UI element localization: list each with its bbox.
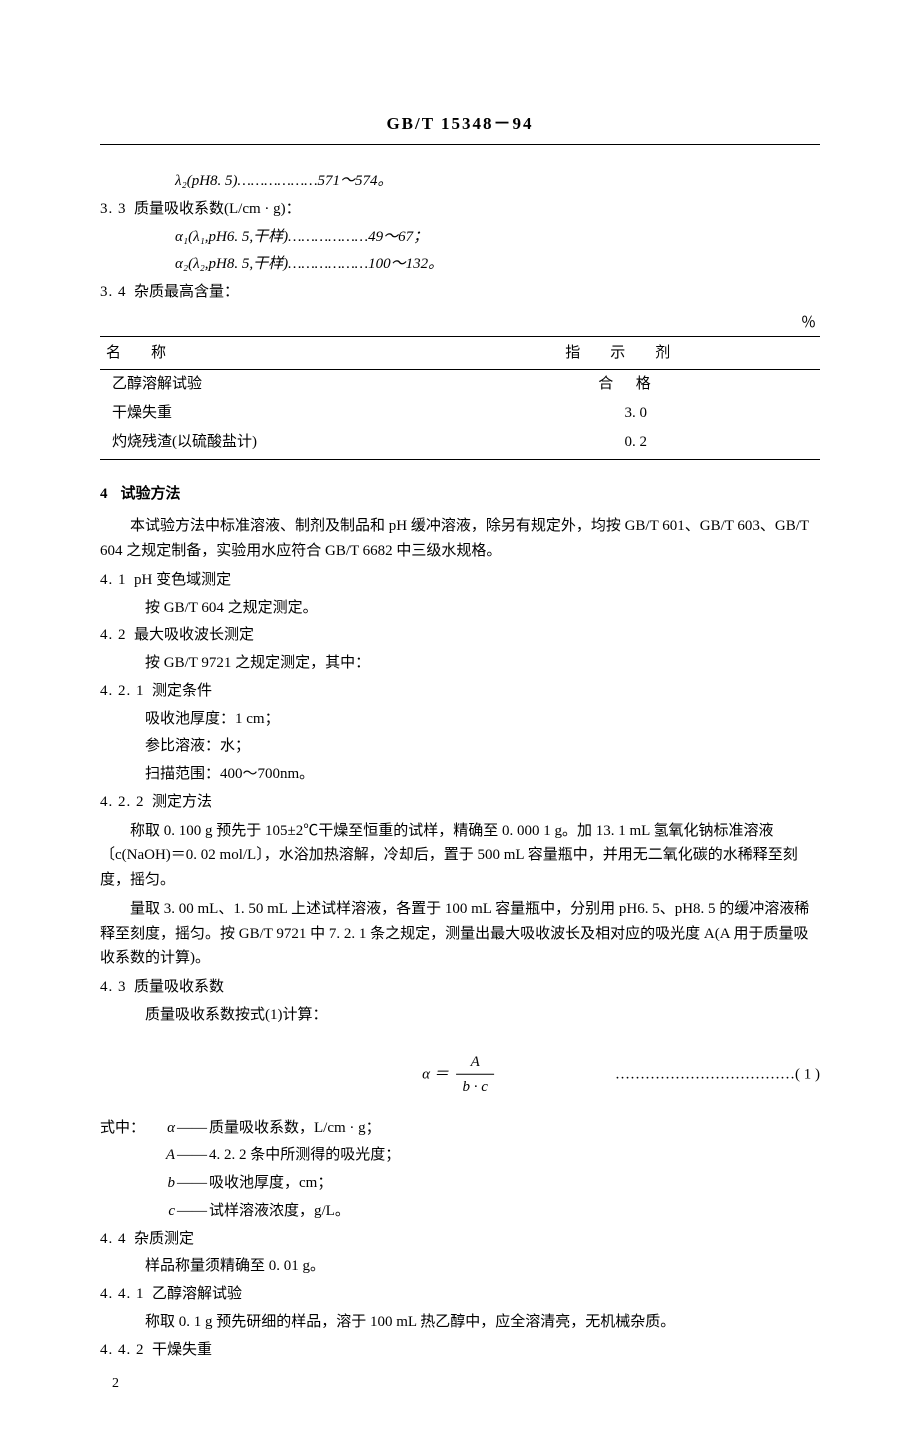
document-page: GB/T 15348－94 λ₂(pH8. 5)………………571～574。 3… (0, 0, 920, 1455)
sec-4-4-num: 4. 4 (100, 1231, 127, 1247)
equation-1: α ＝ A b · c ………………………………( 1 ) (100, 1052, 820, 1098)
where-A: A——4. 2. 2 条中所测得的吸光度； (100, 1143, 820, 1168)
sec-4-4-title: 杂质测定 (134, 1231, 194, 1247)
sec-4-4-2-num: 4. 4. 2 (100, 1342, 145, 1358)
sec-4-2-2-num: 4. 2. 2 (100, 794, 145, 810)
dash-icon: —— (177, 1147, 207, 1163)
sec-4-2-1-num: 4. 2. 1 (100, 683, 145, 699)
where-alpha: 式中：α——质量吸收系数，L/cm · g； (100, 1116, 820, 1141)
cond-cell-thickness: 吸收池厚度：1 cm； (100, 707, 820, 732)
table-row: 干燥失重 3. 0 (100, 399, 820, 428)
sec-3-4-title: 杂质最高含量： (134, 284, 239, 300)
section-4-2-1: 4. 2. 1 测定条件 (100, 679, 820, 704)
sec-3-4-num: 3. 4 (100, 284, 127, 300)
section-4-2-2: 4. 2. 2 测定方法 (100, 790, 820, 815)
sec-4-2-2-p2: 量取 3. 00 mL、1. 50 mL 上述试样溶液，各置于 100 mL 容… (100, 897, 820, 971)
cell-value: 0. 2 (446, 428, 820, 459)
table-unit: ％ (100, 311, 820, 336)
where-text: 质量吸收系数，L/cm · g； (209, 1120, 381, 1136)
sec-4-4-1-num: 4. 4. 1 (100, 1286, 145, 1302)
where-text: 吸收池厚度，cm； (209, 1175, 332, 1191)
sec-4-2-body: 按 GB/T 9721 之规定测定，其中： (100, 651, 820, 676)
table-header-value: 指示剂 (446, 336, 820, 370)
sec-4-title: 试验方法 (121, 486, 181, 502)
where-sym: b (145, 1171, 175, 1196)
sec-4-3-body: 质量吸收系数按式(1)计算： (100, 1003, 820, 1028)
sec-4-2-title: 最大吸收波长测定 (134, 627, 254, 643)
where-sym: c (145, 1199, 175, 1224)
sec-4-num: 4 (100, 486, 109, 502)
alpha1-line: α₁(λ₁,pH6. 5,干样)………………49～67； (100, 225, 820, 250)
sec-4-2-num: 4. 2 (100, 627, 127, 643)
impurity-table: 名称 指示剂 乙醇溶解试验 合格 干燥失重 3. 0 灼烧残渣(以硫酸盐计) 0… (100, 336, 820, 460)
table-header-name: 名称 (100, 336, 446, 370)
eq-equals: ＝ (434, 1066, 449, 1082)
section-4-1: 4. 1 pH 变色域测定 (100, 568, 820, 593)
where-text: 4. 2. 2 条中所测得的吸光度； (209, 1147, 400, 1163)
equation-expression: α ＝ A b · c (422, 1049, 498, 1100)
dash-icon: —— (177, 1120, 207, 1136)
sec-3-3-num: 3. 3 (100, 201, 127, 217)
cond-reference: 参比溶液：水； (100, 734, 820, 759)
sec-4-1-body: 按 GB/T 604 之规定测定。 (100, 596, 820, 621)
sec-4-2-2-p1: 称取 0. 100 g 预先于 105±2℃干燥至恒重的试样，精确至 0. 00… (100, 819, 820, 893)
impurity-table-body: 乙醇溶解试验 合格 干燥失重 3. 0 灼烧残渣(以硫酸盐计) 0. 2 (100, 370, 820, 459)
where-c: c——试样溶液浓度，g/L。 (100, 1199, 820, 1224)
sec-4-4-body: 样品称量须精确至 0. 01 g。 (100, 1254, 820, 1279)
table-row: 乙醇溶解试验 合格 (100, 370, 820, 399)
where-sym: α (145, 1116, 175, 1141)
standard-code-header: GB/T 15348－94 (100, 110, 820, 145)
cell-name: 灼烧残渣(以硫酸盐计) (100, 428, 446, 459)
where-sym: A (145, 1143, 175, 1168)
section-4-header: 4 试验方法 (100, 482, 820, 507)
sec-4-2-2-title: 测定方法 (152, 794, 212, 810)
sec-4-3-title: 质量吸收系数 (134, 979, 224, 995)
eq-fraction: A b · c (456, 1049, 493, 1100)
sec-4-4-2-title: 干燥失重 (152, 1342, 212, 1358)
sec-4-intro: 本试验方法中标准溶液、制剂及制品和 pH 缓冲溶液，除另有规定外，均按 GB/T… (100, 514, 820, 564)
where-text: 试样溶液浓度，g/L。 (209, 1203, 350, 1219)
eq-numerator: A (456, 1049, 493, 1075)
alpha2-line: α₂(λ₂,pH8. 5,干样)………………100～132。 (100, 252, 820, 277)
cond-scan-range: 扫描范围：400～700nm。 (100, 762, 820, 787)
where-b: b——吸收池厚度，cm； (100, 1171, 820, 1196)
dash-icon: —— (177, 1175, 207, 1191)
sec-4-1-title: pH 变色域测定 (134, 572, 231, 588)
eq-dots: ……………………………… (615, 1066, 795, 1082)
cell-value: 合格 (446, 370, 820, 399)
section-3-4: 3. 4 杂质最高含量： (100, 280, 820, 305)
table-row: 灼烧残渣(以硫酸盐计) 0. 2 (100, 428, 820, 459)
section-4-4-2: 4. 4. 2 干燥失重 (100, 1338, 820, 1363)
page-number: 2 (100, 1372, 820, 1395)
sec-3-3-title: 质量吸收系数(L/cm · g)： (134, 201, 301, 217)
equation-ref: ………………………………( 1 ) (615, 1062, 820, 1087)
section-4-3: 4. 3 质量吸收系数 (100, 975, 820, 1000)
section-4-2: 4. 2 最大吸收波长测定 (100, 623, 820, 648)
sec-4-4-1-body: 称取 0. 1 g 预先研细的样品，溶于 100 mL 热乙醇中，应全溶清亮，无… (100, 1310, 820, 1335)
dash-icon: —— (177, 1203, 207, 1219)
section-3-3: 3. 3 质量吸收系数(L/cm · g)： (100, 197, 820, 222)
cell-name: 干燥失重 (100, 399, 446, 428)
cell-value: 3. 0 (446, 399, 820, 428)
eq-lhs: α (422, 1066, 430, 1082)
eq-denominator: b · c (456, 1075, 493, 1100)
sec-4-4-1-title: 乙醇溶解试验 (152, 1286, 242, 1302)
sec-4-1-num: 4. 1 (100, 572, 127, 588)
sec-4-2-1-title: 测定条件 (152, 683, 212, 699)
where-label: 式中： (100, 1120, 145, 1136)
section-4-4: 4. 4 杂质测定 (100, 1227, 820, 1252)
eq-ref-number: ( 1 ) (795, 1066, 820, 1082)
sec-4-3-num: 4. 3 (100, 979, 127, 995)
cell-name: 乙醇溶解试验 (100, 370, 446, 399)
lambda2-line: λ₂(pH8. 5)………………571～574。 (100, 169, 820, 194)
section-4-4-1: 4. 4. 1 乙醇溶解试验 (100, 1282, 820, 1307)
